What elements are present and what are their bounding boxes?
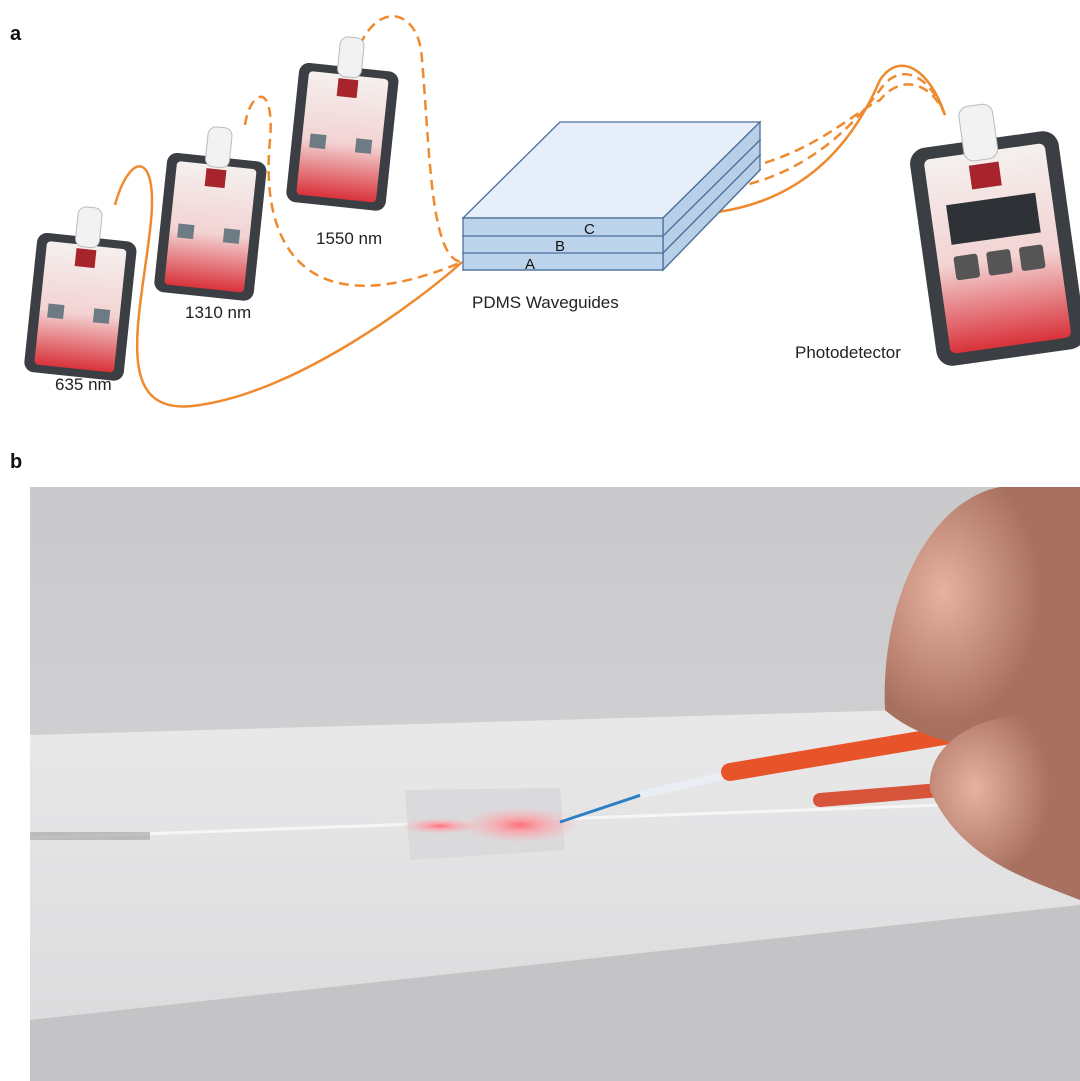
waveguide-label: PDMS Waveguides (472, 293, 619, 312)
laser-source (153, 122, 270, 302)
photodetector (903, 94, 1080, 367)
source-label: 1550 nm (316, 229, 382, 248)
figure: a A B C 635 nm 1310 nm 1550 nm PDMS Wave… (0, 0, 1080, 1081)
layer-label: B (555, 238, 565, 255)
photo (30, 487, 1080, 1081)
source-label: 635 nm (55, 375, 112, 394)
laser-source (285, 32, 402, 212)
waveguide-stack (463, 122, 760, 270)
detector-label: Photodetector (795, 343, 901, 362)
layer-label: C (584, 221, 595, 238)
laser-source (23, 202, 140, 382)
panel-label: b (10, 451, 22, 473)
panel-label: a (10, 23, 22, 45)
source-label: 1310 nm (185, 303, 251, 322)
layer-label: A (525, 256, 535, 273)
